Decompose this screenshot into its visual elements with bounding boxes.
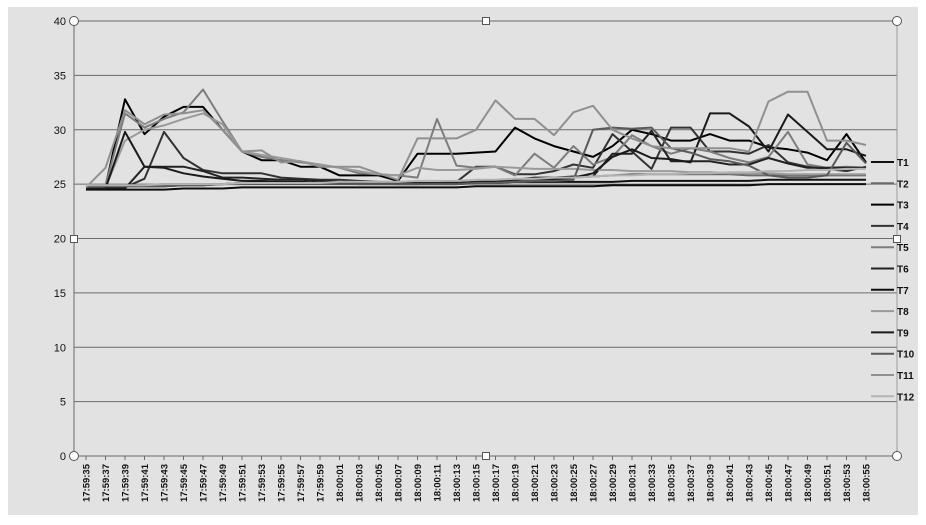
x-tick-label: 18:00:13	[452, 464, 463, 502]
x-tick-label: 18:00:35	[667, 463, 678, 502]
y-tick-label: 30	[54, 125, 66, 137]
legend-label: T3	[897, 201, 909, 212]
series-lines	[85, 88, 867, 191]
x-tick-label: 18:00:39	[706, 464, 717, 502]
x-tick-label: 18:00:53	[842, 464, 853, 502]
x-tick-label: 18:00:43	[745, 464, 756, 502]
x-tick-label: 17:59:35	[82, 463, 93, 502]
edge-handle	[893, 235, 901, 243]
x-tick-label: 18:00:15	[472, 463, 483, 502]
x-tick-label: 18:00:47	[784, 464, 795, 502]
series-line-t4	[86, 126, 867, 189]
x-tick-label: 17:59:37	[101, 464, 112, 502]
x-tick-label: 18:00:33	[647, 464, 658, 502]
y-tick-label: 25	[54, 179, 66, 191]
corner-handle	[892, 16, 902, 26]
x-tick-label: 18:00:21	[530, 463, 541, 502]
corner-handle	[69, 451, 79, 461]
x-tick-label: 18:00:07	[394, 464, 405, 502]
x-tick-label: 17:59:59	[316, 464, 327, 502]
x-tick-label: 17:59:45	[179, 463, 190, 502]
x-tick-label: 18:00:01	[335, 463, 346, 502]
x-tick-label: 18:00:51	[823, 463, 834, 502]
corner-handle	[892, 451, 902, 461]
x-axis-ticks: 17:59:35 17:59:37 17:59:39 17:59:41 17:59:43…	[82, 456, 873, 502]
legend-label: T12	[897, 392, 915, 403]
legend-label: T4	[897, 222, 909, 233]
legend-label: T10	[897, 350, 915, 361]
x-tick-label: 18:00:25	[569, 463, 580, 502]
x-tick-label: 18:00:41	[725, 463, 736, 502]
selection-handles	[69, 16, 902, 461]
corner-handle	[69, 16, 79, 26]
x-tick-label: 17:59:47	[199, 464, 210, 502]
x-tick-label: 17:59:53	[257, 464, 268, 502]
legend-label: T5	[897, 243, 909, 254]
x-tick-label: 18:00:23	[550, 464, 561, 502]
series-line-t11	[85, 90, 867, 189]
edge-handle	[70, 235, 78, 243]
series-line-t12	[86, 167, 866, 187]
x-tick-label: 18:00:55	[862, 463, 873, 502]
x-tick-label: 17:59:55	[277, 463, 288, 502]
plot-area	[8, 7, 918, 515]
x-tick-label: 18:00:17	[491, 464, 502, 502]
x-tick-label: 18:00:27	[589, 464, 600, 502]
x-tick-label: 18:00:09	[413, 464, 424, 502]
y-tick-label: 5	[60, 397, 66, 409]
legend-label: T7	[897, 286, 909, 297]
x-tick-label: 18:00:19	[511, 464, 522, 502]
x-tick-label: 18:00:03	[355, 464, 366, 502]
y-tick-label: 35	[54, 70, 66, 82]
x-tick-label: 17:59:43	[160, 464, 171, 502]
edge-handle	[482, 17, 490, 25]
y-tick-label: 40	[54, 16, 66, 28]
x-tick-label: 18:00:37	[686, 464, 697, 502]
y-tick-label: 15	[54, 288, 66, 300]
x-tick-label: 17:59:49	[218, 464, 229, 502]
series-line-t8	[86, 112, 866, 189]
legend-label: T2	[897, 179, 909, 190]
y-axis-ticks: 0 5 10 15 20 25 30 35 40	[54, 16, 66, 463]
x-tick-label: 17:59:41	[140, 463, 151, 502]
y-tick-label: 0	[60, 451, 66, 463]
legend-label: T1	[897, 158, 909, 169]
x-tick-label: 18:00:45	[764, 463, 775, 502]
legend-label: T11	[897, 371, 914, 382]
x-tick-label: 18:00:29	[608, 464, 619, 502]
x-tick-label: 17:59:39	[121, 464, 132, 502]
x-tick-label: 17:59:51	[238, 463, 249, 502]
series-line-t6	[86, 129, 866, 190]
x-tick-label: 18:00:49	[803, 464, 814, 502]
x-tick-label: 18:00:31	[628, 463, 639, 502]
y-tick-label: 10	[54, 342, 66, 354]
x-tick-label: 17:59:57	[296, 464, 307, 502]
legend: T1 T2 T3 T4 T5 T6 T7 T8 T9 T10 T11 T12	[871, 158, 915, 403]
y-tick-label: 20	[54, 234, 66, 246]
legend-label: T9	[897, 328, 909, 339]
edge-handle	[482, 452, 490, 460]
series-line-t7	[86, 183, 866, 191]
x-tick-label: 18:00:11	[433, 463, 444, 501]
legend-label: T8	[897, 307, 909, 318]
x-tick-label: 18:00:05	[374, 463, 385, 502]
legend-label: T6	[897, 265, 909, 276]
series-line-t5	[86, 88, 867, 187]
